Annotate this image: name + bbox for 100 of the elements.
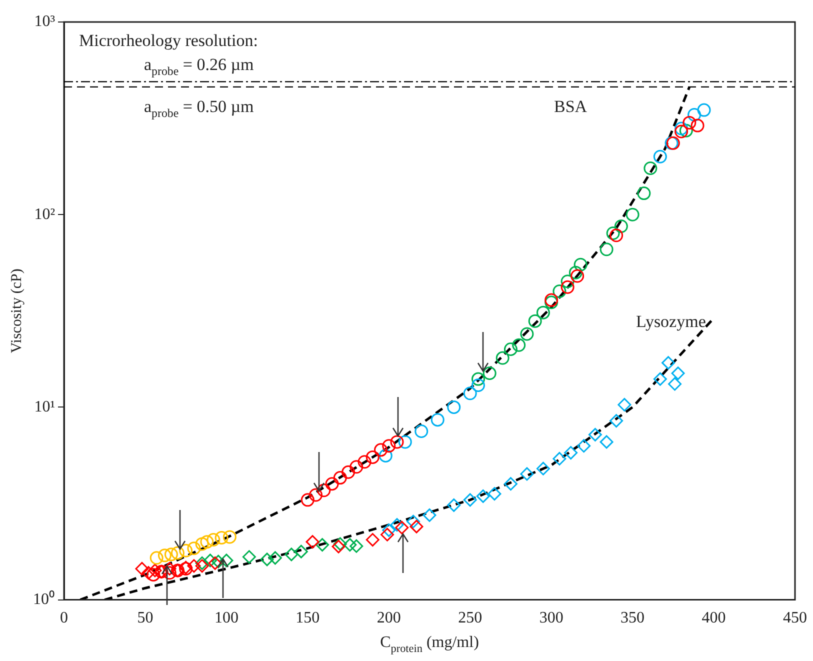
point bbox=[690, 118, 704, 132]
point bbox=[560, 274, 574, 288]
point bbox=[588, 428, 602, 442]
y-tick-label: 10³ bbox=[34, 13, 56, 30]
point bbox=[306, 535, 320, 549]
x-tick-label: 450 bbox=[783, 610, 807, 627]
y-tick-label: 10⁰ bbox=[33, 590, 55, 608]
point bbox=[374, 443, 388, 457]
point bbox=[395, 520, 409, 534]
point bbox=[463, 493, 477, 507]
point bbox=[179, 544, 193, 558]
point bbox=[476, 489, 490, 503]
point bbox=[284, 548, 298, 562]
point bbox=[350, 460, 364, 474]
point bbox=[142, 566, 156, 580]
point bbox=[674, 122, 688, 136]
y-axis-title: Viscosity (cP) bbox=[8, 268, 25, 354]
point bbox=[214, 530, 228, 544]
point bbox=[195, 537, 209, 551]
point bbox=[528, 314, 542, 328]
point bbox=[422, 508, 436, 522]
x-tick-label: 250 bbox=[458, 610, 482, 627]
point bbox=[148, 564, 162, 578]
point bbox=[382, 523, 396, 537]
point bbox=[390, 435, 404, 449]
point bbox=[350, 539, 364, 553]
point bbox=[382, 439, 396, 453]
point bbox=[333, 537, 347, 551]
x-tick-label: 350 bbox=[620, 610, 645, 627]
point bbox=[482, 366, 496, 380]
point bbox=[222, 530, 236, 544]
point bbox=[544, 296, 558, 310]
point bbox=[668, 377, 682, 391]
point bbox=[653, 372, 667, 386]
point bbox=[471, 378, 485, 392]
point bbox=[536, 306, 550, 320]
point bbox=[560, 280, 574, 294]
point bbox=[504, 342, 518, 356]
point bbox=[644, 162, 658, 176]
point bbox=[268, 551, 282, 565]
point bbox=[325, 477, 339, 491]
x-tick-label: 200 bbox=[376, 610, 401, 627]
point bbox=[380, 528, 394, 542]
point bbox=[536, 462, 550, 476]
point bbox=[447, 498, 461, 512]
point bbox=[552, 452, 566, 466]
point bbox=[520, 467, 534, 481]
point bbox=[332, 540, 346, 554]
point bbox=[430, 413, 444, 427]
point bbox=[195, 559, 209, 573]
point bbox=[390, 518, 404, 532]
point bbox=[552, 284, 566, 298]
point bbox=[671, 366, 685, 380]
x-tick-label: 150 bbox=[296, 610, 320, 627]
x-tick-label: 50 bbox=[137, 610, 154, 627]
point bbox=[195, 556, 209, 570]
point bbox=[406, 514, 420, 528]
point bbox=[600, 435, 614, 449]
point bbox=[626, 208, 640, 222]
point bbox=[653, 150, 667, 164]
point bbox=[212, 554, 226, 568]
point bbox=[512, 338, 526, 352]
point bbox=[504, 477, 518, 491]
point bbox=[463, 386, 477, 400]
point bbox=[206, 533, 220, 547]
x-tick-label: 0 bbox=[60, 610, 68, 627]
point bbox=[242, 550, 256, 564]
point bbox=[162, 566, 176, 580]
point bbox=[294, 544, 308, 558]
point bbox=[208, 556, 222, 570]
point bbox=[333, 471, 347, 485]
point bbox=[606, 226, 620, 240]
point bbox=[203, 554, 217, 568]
point bbox=[679, 124, 693, 138]
point bbox=[637, 186, 651, 200]
point bbox=[682, 116, 696, 130]
point bbox=[570, 269, 584, 283]
point bbox=[146, 568, 160, 582]
point bbox=[187, 559, 201, 573]
point bbox=[674, 124, 688, 138]
point bbox=[343, 538, 357, 552]
annotation: Lysozyme bbox=[636, 312, 706, 331]
point bbox=[688, 108, 702, 122]
point bbox=[220, 554, 234, 568]
point bbox=[600, 242, 614, 256]
x-tick-label: 100 bbox=[214, 610, 238, 627]
point bbox=[488, 487, 502, 501]
point bbox=[187, 542, 201, 556]
point bbox=[170, 546, 184, 560]
point bbox=[398, 435, 412, 449]
point bbox=[342, 465, 356, 479]
point bbox=[317, 484, 331, 498]
point bbox=[366, 533, 380, 547]
point bbox=[697, 103, 711, 117]
point bbox=[610, 228, 624, 242]
point bbox=[162, 562, 176, 576]
x-tick-label: 400 bbox=[702, 610, 726, 627]
point bbox=[414, 424, 428, 438]
point bbox=[662, 356, 676, 370]
point bbox=[410, 520, 424, 534]
